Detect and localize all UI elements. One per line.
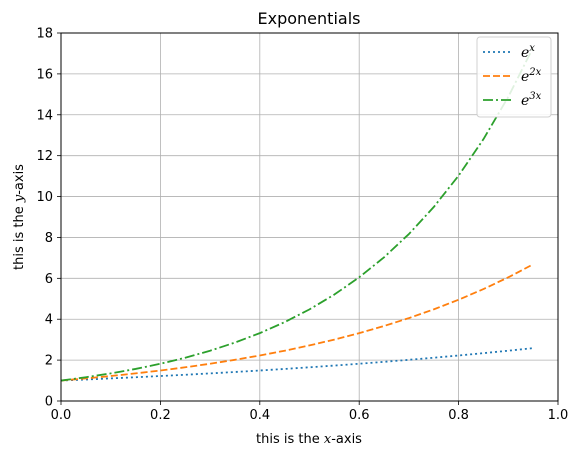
y-tick-label: 18 [36,27,53,42]
x-axis-label: this is the x-axis [256,432,362,447]
x-tick-label: 1.0 [548,408,569,423]
y-axis-label: this is the y-axis [12,164,27,270]
y-tick-label: 4 [45,313,53,328]
y-tick-label: 14 [36,108,53,123]
y-tick-label: 0 [45,395,53,410]
x-axis-ticks: 0.0 0.2 0.4 0.6 0.8 1.0 [51,401,569,423]
legend-box [476,36,552,118]
series-line-2x [61,263,534,382]
x-tick-label: 0.2 [150,408,171,423]
x-tick-label: 0.6 [349,408,370,423]
y-tick-label: 16 [36,67,53,82]
y-tick-label: 10 [36,190,53,205]
x-tick-label: 0.4 [249,408,270,423]
series-line-3x [61,47,534,382]
legend-label: e3x [521,91,542,109]
x-tick-label: 0.8 [448,408,469,423]
x-tick-label: 0.0 [51,408,72,423]
y-tick-label: 6 [45,272,53,287]
legend: ex e2x e3x [476,36,552,118]
y-axis-ticks: 0 2 4 6 8 10 12 14 16 18 [36,27,61,410]
y-tick-label: 12 [36,149,53,164]
plot-frame [60,32,559,402]
plot-area [61,33,558,401]
y-tick-label: 2 [45,354,53,369]
series-line-x [61,347,534,382]
legend-label: e2x [521,67,542,85]
legend-label: ex [521,43,535,61]
chart-title: Exponentials [258,9,361,28]
series-layer [61,47,534,382]
y-tick-label: 8 [45,231,53,246]
